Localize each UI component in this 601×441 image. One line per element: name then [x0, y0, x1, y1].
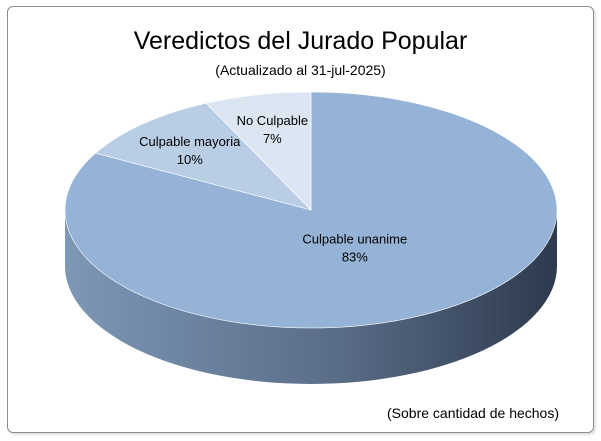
slice-value-2: 10%: [177, 152, 203, 167]
chart-subtitle: (Actualizado al 31-jul-2025): [215, 62, 386, 78]
slice-value-1: 83%: [342, 250, 368, 265]
chart-title: Veredictos del Jurado Popular: [133, 27, 468, 55]
pie-slice-2: [94, 102, 312, 211]
slice-value-3: 7%: [263, 131, 282, 146]
slice-label-2: Culpable mayoria: [139, 134, 241, 149]
slice-label-3: No Culpable: [237, 113, 309, 128]
pie-slice-3: [205, 91, 312, 211]
pie-side: [65, 210, 557, 384]
chart-note: (Sobre cantidad de hechos): [387, 405, 559, 421]
slice-label-1: Culpable unanime: [302, 232, 407, 247]
